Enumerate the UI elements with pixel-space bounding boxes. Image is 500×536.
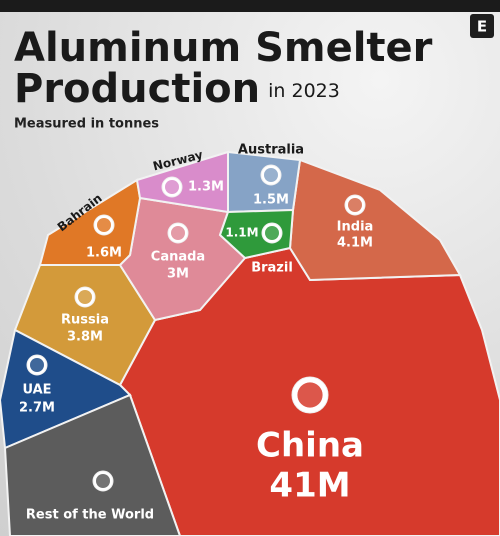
category-label: Rest of the World <box>26 508 154 523</box>
flag-inner <box>265 226 279 240</box>
flag-inner <box>30 358 44 372</box>
chart-title-line: Aluminum Smelter <box>14 25 433 71</box>
logo: E <box>477 18 487 36</box>
value-label: 1.3M <box>188 180 224 195</box>
flag-inner <box>348 198 362 212</box>
category-label: India <box>337 220 374 235</box>
flag-inner <box>297 382 323 408</box>
cell <box>3 393 182 536</box>
chart-title: Production <box>14 66 260 112</box>
category-label: Brazil <box>251 261 293 276</box>
value-label: 4.1M <box>337 236 373 251</box>
value-label: 3.8M <box>67 330 103 345</box>
category-label: China <box>256 426 364 466</box>
category-label: Australia <box>238 143 304 158</box>
chart-title-line: Production in 2023 <box>14 66 340 112</box>
logo-box <box>470 14 494 38</box>
value-label: 2.7M <box>19 401 55 416</box>
value-label: 41M <box>269 466 350 506</box>
value-label: 1.1M <box>225 226 258 240</box>
flag-inner <box>264 168 278 182</box>
cell <box>218 208 295 260</box>
flag-inner <box>96 474 110 488</box>
category-label: UAE <box>22 383 51 398</box>
subtitle: in 2023 <box>268 80 340 102</box>
value-label: 3M <box>167 267 189 282</box>
value-label: 1.6M <box>86 246 122 261</box>
flag-inner <box>165 180 179 194</box>
cell <box>288 158 462 282</box>
flag-inner <box>171 226 185 240</box>
top-bar <box>0 0 500 12</box>
note: Measured in tonnes <box>14 117 159 132</box>
category-label: Canada <box>151 250 205 265</box>
flag-inner <box>97 218 111 232</box>
chart-title: Aluminum Smelter <box>14 25 433 71</box>
category-label: Russia <box>61 313 109 328</box>
flag-inner <box>78 290 92 304</box>
value-label: 1.5M <box>253 193 289 208</box>
